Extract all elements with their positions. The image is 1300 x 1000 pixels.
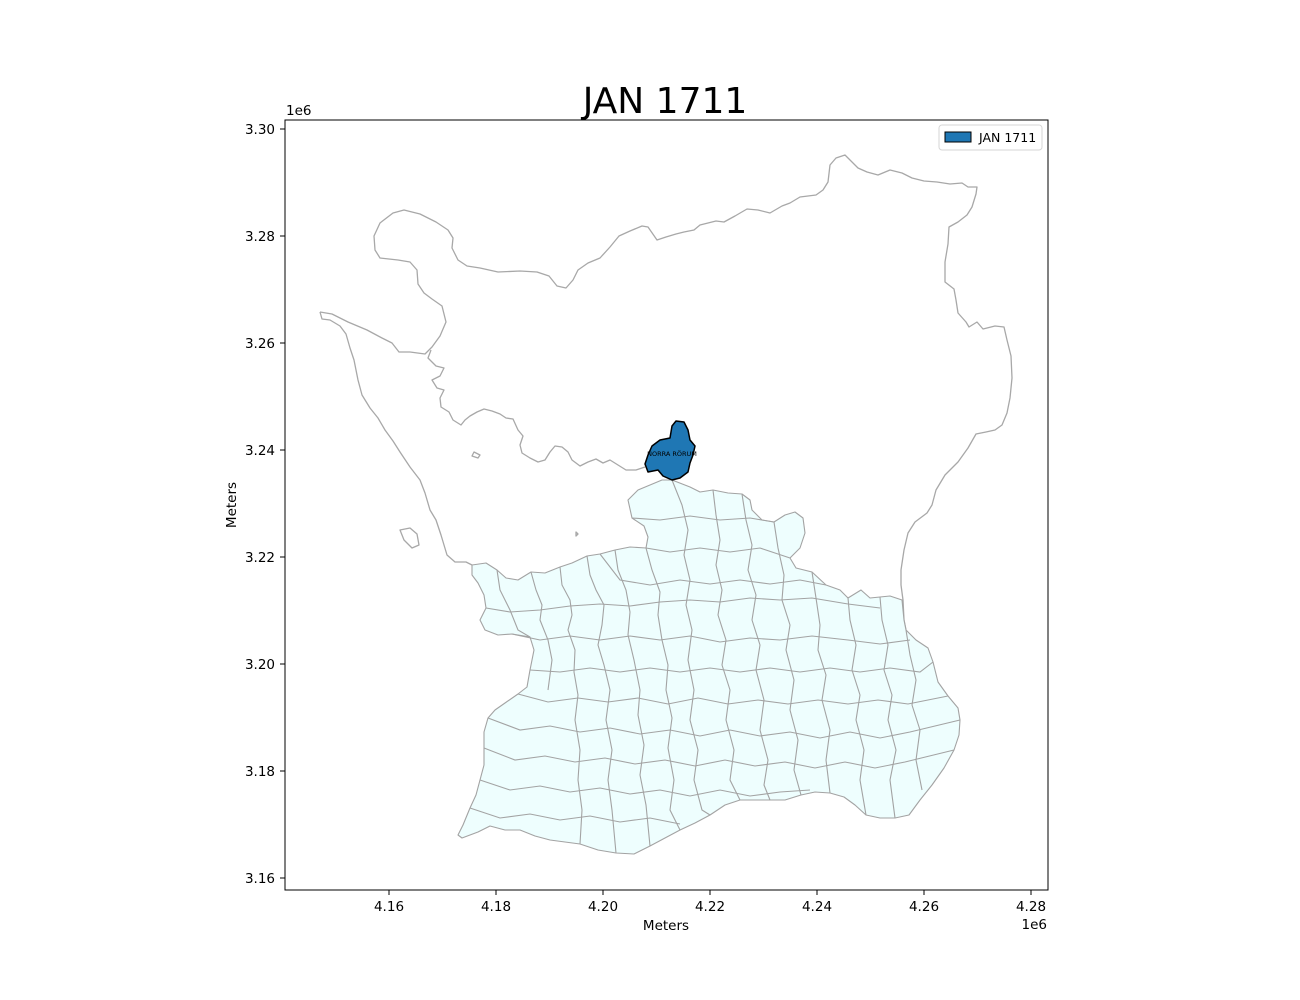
province-outline [319, 154, 1013, 631]
highlighted-parish-norra-rorum[interactable] [644, 420, 696, 481]
islet-3 [575, 531, 579, 537]
legend: JAN 1711 [938, 124, 1043, 151]
highlighted-parish-label: NORRA RÖRUM [647, 449, 697, 458]
y-tick-label: 3.22 [245, 550, 275, 566]
y-axis-label: Meters [224, 482, 240, 528]
y-tick-label: 3.16 [245, 871, 275, 887]
legend-label: JAN 1711 [978, 130, 1036, 145]
province-outline-west [319, 311, 473, 566]
x-tick-label: 4.24 [802, 899, 832, 915]
x-tick-label: 4.22 [695, 899, 725, 915]
y-tick-label: 3.20 [245, 657, 275, 673]
islet-1 [471, 451, 481, 459]
x-offset-text: 1e6 [1022, 917, 1047, 933]
y-tick-label: 3.24 [245, 443, 275, 459]
y-tick-label: 3.28 [245, 229, 275, 245]
map-title: JAN 1711 [581, 81, 748, 122]
y-offset-text: 1e6 [286, 103, 311, 119]
x-tick-label: 4.20 [588, 899, 618, 915]
map-layer: NORRA RÖRUM [319, 154, 1013, 855]
x-axis-label: Meters [643, 918, 689, 934]
x-axis: 4.16 4.18 4.20 4.22 4.24 4.26 4.28 1e6 M… [374, 890, 1047, 934]
inner-coast-outline [427, 349, 646, 471]
x-tick-label: 4.28 [1016, 899, 1046, 915]
axes-frame [284, 119, 1049, 891]
legend-box [938, 124, 1043, 151]
y-tick-label: 3.18 [245, 764, 275, 780]
y-axis: 3.30 3.28 3.26 3.24 3.22 3.20 3.18 3.16 … [224, 103, 311, 887]
islet-2 [399, 527, 420, 549]
legend-swatch [944, 131, 972, 143]
x-tick-label: 4.18 [481, 899, 511, 915]
y-tick-label: 3.26 [245, 336, 275, 352]
x-tick-label: 4.16 [374, 899, 404, 915]
y-tick-label: 3.30 [245, 122, 275, 138]
x-tick-label: 4.26 [909, 899, 939, 915]
parish-boundaries [469, 479, 961, 854]
